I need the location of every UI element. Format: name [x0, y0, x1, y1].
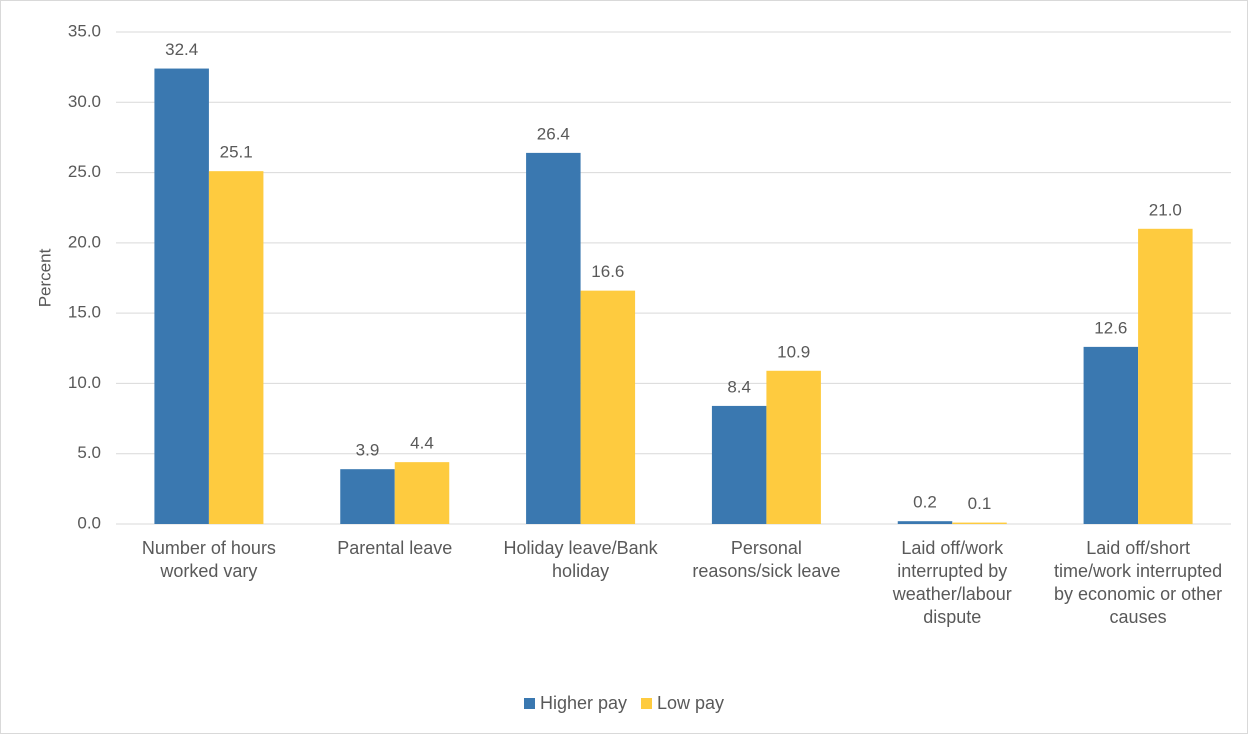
y-tick-label: 0.0	[77, 513, 101, 532]
bar	[526, 152, 581, 525]
legend-item: Higher pay	[523, 693, 627, 714]
legend-label: Low pay	[657, 693, 725, 713]
x-tick-label: Laid off/work interrupted by weather/lab…	[892, 538, 1012, 627]
data-label: 16.6	[591, 262, 624, 281]
bar	[394, 462, 450, 524]
y-tick-label: 25.0	[68, 162, 101, 181]
x-tick-label: Holiday leave/Bank holiday	[503, 538, 658, 581]
y-tick-label: 30.0	[68, 92, 101, 111]
data-label: 0.2	[913, 493, 937, 512]
data-label: 10.9	[777, 342, 810, 361]
data-label: 12.6	[1094, 318, 1127, 337]
bar	[154, 68, 209, 524]
bar	[897, 521, 953, 524]
bar	[952, 522, 1007, 524]
data-label: 0.1	[968, 494, 992, 513]
y-tick-label: 35.0	[68, 21, 101, 40]
bar	[340, 469, 395, 524]
x-tick-label: Parental leave	[337, 538, 453, 558]
data-label: 4.4	[410, 434, 434, 453]
data-label: 32.4	[165, 40, 198, 59]
legend-label: Higher pay	[539, 693, 627, 713]
y-tick-label: 5.0	[77, 443, 101, 462]
bar	[208, 171, 264, 524]
y-tick-label: 10.0	[68, 373, 101, 392]
y-tick-label: 15.0	[68, 303, 101, 322]
data-label: 3.9	[356, 441, 380, 460]
data-label: 25.1	[220, 143, 253, 162]
bar	[766, 370, 821, 524]
data-label: 26.4	[537, 124, 570, 143]
bar	[580, 290, 636, 524]
legend-item: Low pay	[641, 693, 724, 714]
x-tick-label: Laid off/short time/work interrupted by …	[1054, 538, 1223, 627]
x-tick-label: Personal reasons/sick leave	[692, 538, 841, 581]
legend: Higher pay Low pay	[1, 693, 1247, 714]
legend-swatch	[523, 698, 535, 709]
data-label: 21.0	[1149, 200, 1182, 219]
data-label: 8.4	[727, 377, 751, 396]
y-axis-label: Percent	[35, 248, 54, 307]
y-tick-label: 20.0	[68, 232, 101, 251]
bar	[1138, 228, 1193, 525]
x-tick-label: Number of hours worked vary	[141, 538, 276, 581]
bar	[711, 405, 767, 524]
legend-swatch	[641, 698, 652, 709]
bar	[1083, 346, 1139, 524]
